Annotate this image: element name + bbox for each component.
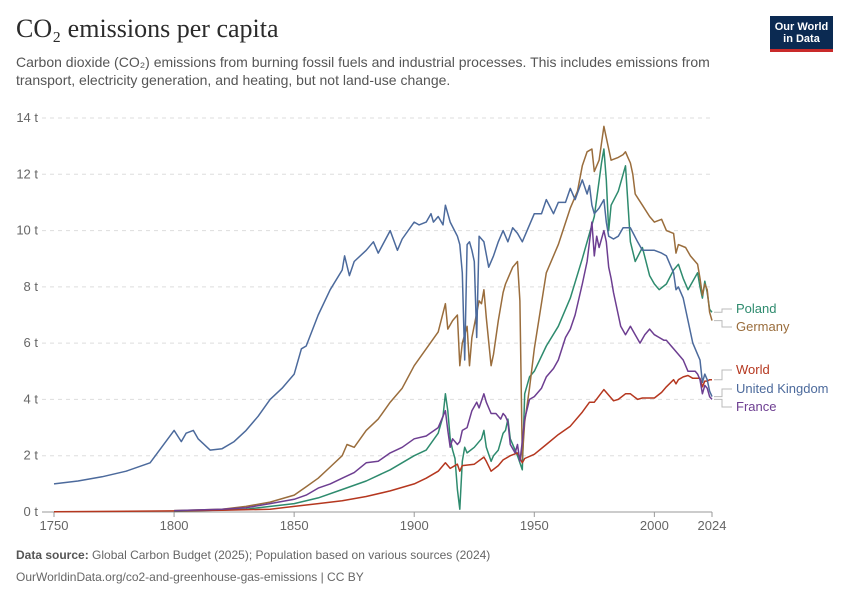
y-tick-label: 14 t [16, 110, 38, 125]
footer-link[interactable]: OurWorldinData.org/co2-and-greenhouse-ga… [16, 570, 364, 584]
x-tick-label: 1850 [280, 518, 309, 533]
chart-subtitle: Carbon dioxide (CO₂) emissions from burn… [16, 54, 710, 88]
logo-line-1: Our World [774, 21, 829, 33]
y-tick-label: 10 t [16, 223, 38, 238]
series-line-poland [174, 148, 713, 513]
series-line-world [53, 374, 712, 513]
series-label-united-kingdom: United Kingdom [736, 381, 829, 396]
series-label-world: World [736, 362, 770, 377]
data-source-text: Global Carbon Budget (2025); Population … [92, 548, 491, 562]
y-tick-label: 2 t [24, 448, 39, 463]
label-connector [714, 369, 732, 381]
y-tick-label: 8 t [24, 279, 39, 294]
x-tick-label: 1800 [160, 518, 189, 533]
logo-line-2: in Data [783, 33, 820, 45]
series-label-germany: Germany [736, 319, 790, 334]
chart-title: CO₂ emissions per capita [16, 14, 279, 43]
y-tick-label: 0 t [24, 504, 39, 519]
label-connector [714, 388, 732, 398]
label-connector [714, 320, 732, 328]
data-source-note: Data source: Global Carbon Budget (2025)… [16, 548, 490, 562]
x-tick-label: 1750 [40, 518, 69, 533]
label-connector [714, 398, 732, 408]
x-tick-label: 2024 [698, 518, 727, 533]
series-line-germany [174, 125, 713, 512]
label-connector [714, 308, 732, 313]
x-tick-label: 1950 [520, 518, 549, 533]
series-label-poland: Poland [736, 301, 776, 316]
x-tick-label: 1900 [400, 518, 429, 533]
x-tick-label: 2000 [640, 518, 669, 533]
owid-logo[interactable]: Our World in Data [770, 16, 833, 52]
y-tick-label: 4 t [24, 391, 39, 406]
y-tick-label: 6 t [24, 335, 39, 350]
series-line-united-kingdom [53, 179, 713, 485]
series-line-france [174, 221, 713, 512]
y-tick-label: 12 t [16, 166, 38, 181]
data-source-label: Data source: [16, 548, 89, 562]
series-label-france: France [736, 399, 776, 414]
